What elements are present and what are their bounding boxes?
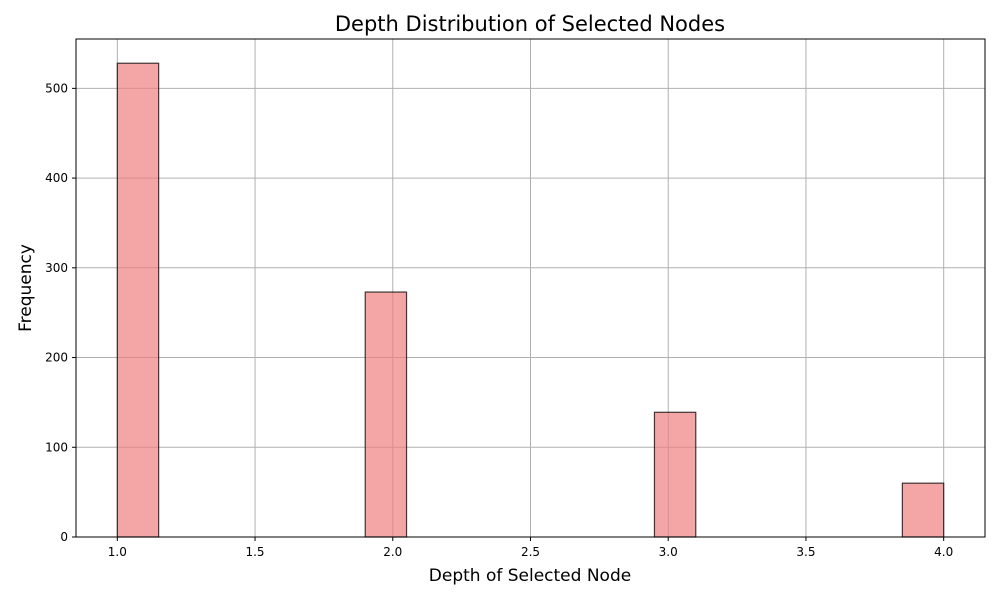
- x-tick-label: 3.5: [796, 545, 815, 559]
- grid: [76, 39, 985, 538]
- x-tick-label: 4.0: [934, 545, 953, 559]
- chart-title: Depth Distribution of Selected Nodes: [335, 12, 725, 36]
- y-tick-label: 200: [45, 351, 68, 365]
- y-tick-label: 300: [45, 261, 68, 275]
- x-axis-ticks: 1.0 1.5 2.0 2.5 3.0 3.5 4.0: [108, 537, 953, 559]
- y-tick-label: 100: [45, 440, 68, 454]
- x-tick-label: 3.0: [659, 545, 678, 559]
- y-tick-label: 0: [60, 530, 68, 544]
- x-tick-label: 1.5: [245, 545, 264, 559]
- x-axis-title: Depth of Selected Node: [429, 566, 631, 586]
- histogram-bar: [653, 411, 697, 538]
- x-tick-label: 2.5: [521, 545, 540, 559]
- bars: [116, 62, 945, 538]
- histogram-bar: [116, 62, 160, 538]
- y-axis-title: Frequency: [16, 244, 36, 332]
- x-tick-label: 1.0: [108, 545, 127, 559]
- y-tick-label: 500: [45, 81, 68, 95]
- x-tick-label: 2.0: [383, 545, 402, 559]
- histogram-bar: [364, 291, 408, 538]
- histogram-bar: [901, 482, 945, 538]
- y-axis-ticks: 0 100 200 300 400 500: [45, 81, 76, 544]
- y-tick-label: 400: [45, 171, 68, 185]
